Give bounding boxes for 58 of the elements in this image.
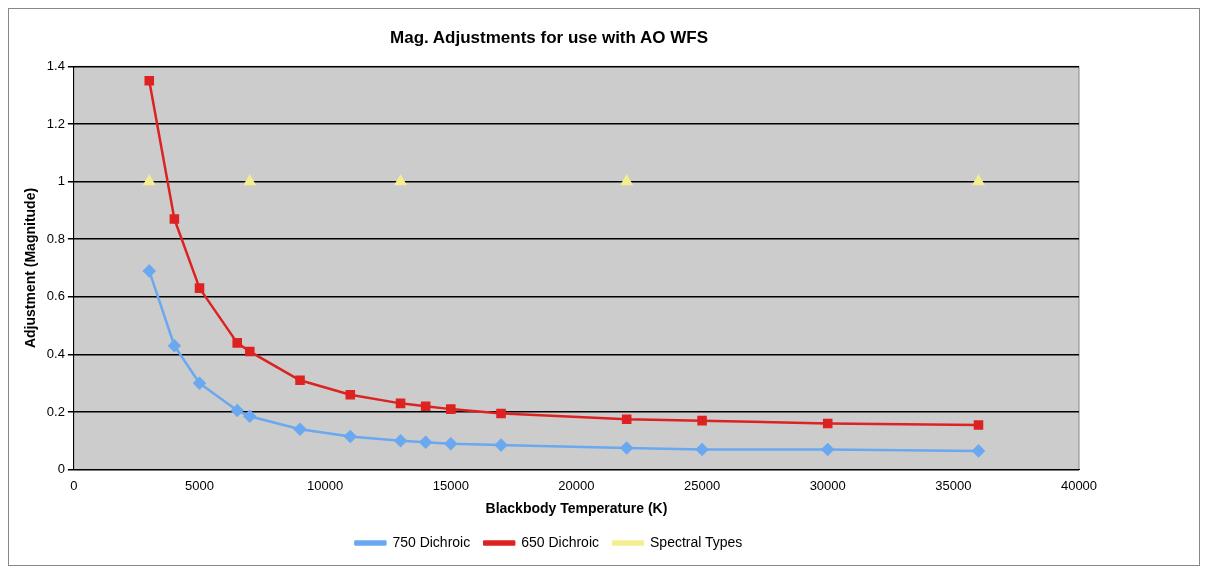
point [446, 404, 456, 414]
y-tick-label: 0 [57, 461, 65, 477]
point [496, 408, 506, 419]
point [621, 414, 632, 424]
point [972, 175, 985, 186]
y-tick-label: 1.4 [46, 57, 65, 73]
point [394, 434, 407, 448]
point [620, 441, 633, 455]
point [243, 410, 257, 423]
point [232, 338, 242, 348]
y-tick-label: 1.2 [46, 115, 65, 131]
x-tick-label: 10000 [307, 477, 344, 493]
point [143, 264, 156, 278]
point [168, 339, 181, 353]
x-tick-label: 20000 [558, 477, 595, 493]
x-tick-label: 15000 [432, 477, 469, 493]
point [345, 389, 356, 400]
point [193, 376, 206, 390]
point [394, 175, 407, 186]
x-tick-label: 35000 [935, 477, 972, 493]
y-axis-title: Adjustment (Magnitude) [22, 187, 39, 349]
point [144, 76, 155, 86]
x-tick-label: 5000 [185, 477, 214, 493]
point [194, 283, 205, 293]
y-tick-label: 0.8 [46, 230, 65, 246]
point [494, 438, 508, 452]
x-tick-label: 25000 [684, 477, 721, 493]
x-axis-title: Blackbody Temperature (K) [485, 500, 668, 517]
x-tick-label: 0 [70, 477, 78, 493]
point [419, 435, 432, 449]
point [444, 437, 458, 450]
point [697, 415, 707, 426]
point [821, 443, 834, 456]
legend-label: 750 Dichroic [392, 533, 471, 550]
point [621, 175, 633, 186]
y-tick-label: 0.6 [46, 288, 65, 304]
x-tick-label: 40000 [1060, 477, 1098, 493]
point [169, 214, 180, 224]
y-tick-label: 0.2 [46, 403, 65, 419]
point [293, 423, 307, 436]
point [143, 175, 155, 186]
point [695, 443, 709, 456]
y-tick-label: 1 [57, 173, 65, 189]
point [822, 418, 833, 429]
chart-title: Mag. Adjustments for use with AO WFS [390, 27, 708, 47]
point [244, 175, 256, 186]
y-tick-label: 0.4 [46, 345, 65, 361]
point [244, 346, 255, 357]
legend-label: 650 Dichroic [521, 533, 600, 550]
point [972, 444, 985, 458]
x-tick-label: 30000 [809, 477, 846, 493]
point [395, 398, 406, 409]
point [344, 430, 357, 443]
point [295, 375, 305, 386]
point [420, 401, 431, 412]
point [230, 404, 244, 417]
point [973, 420, 984, 430]
legend-label: Spectral Types [650, 533, 743, 550]
